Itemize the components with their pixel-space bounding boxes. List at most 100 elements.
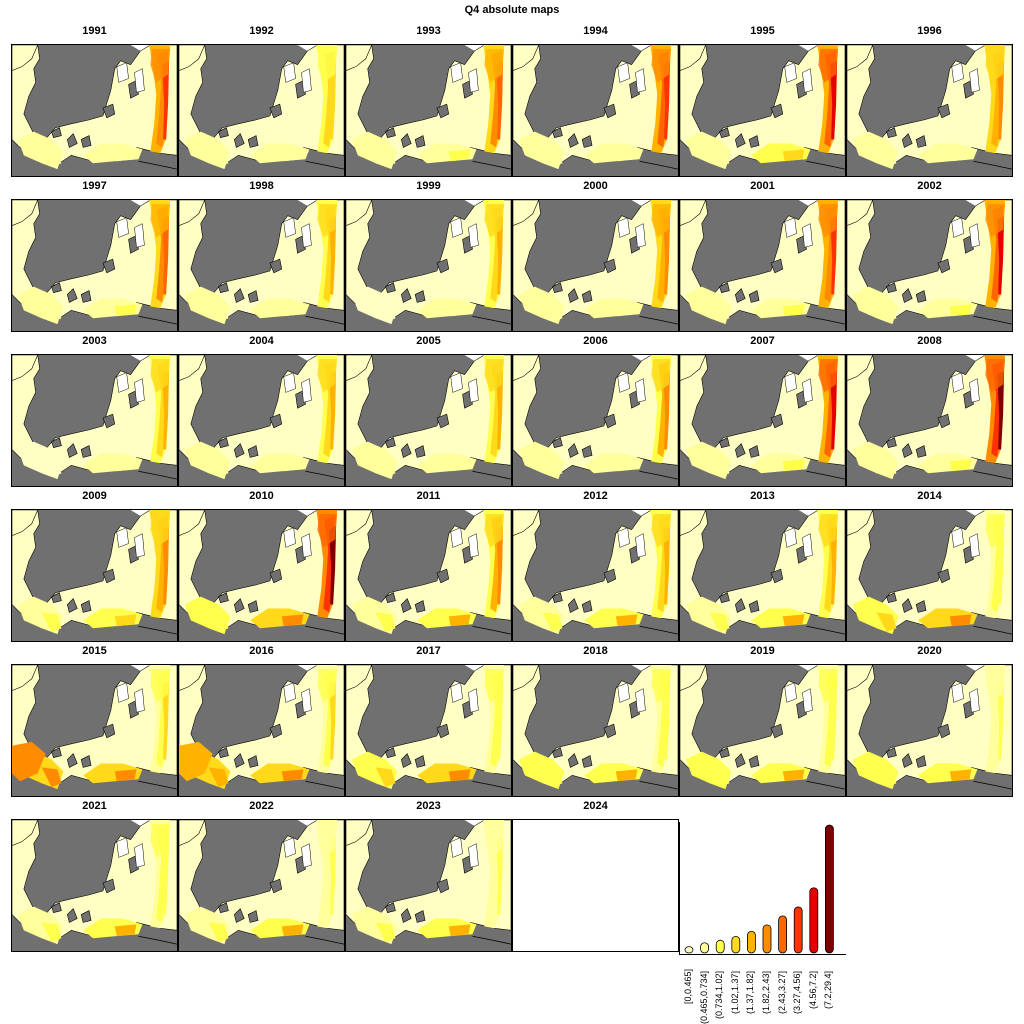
island [436, 413, 450, 429]
panel-title-2024: 2024 [583, 800, 608, 812]
island [735, 753, 746, 768]
island [915, 755, 927, 768]
legend-label-5: (1.82,2.43] [761, 971, 771, 1015]
north-east-density [484, 823, 505, 858]
island [719, 127, 730, 138]
map-svg-2008 [847, 355, 1012, 486]
inland-hole [617, 372, 630, 393]
coastline [513, 665, 539, 691]
inland-hole [116, 372, 129, 393]
panel-title-2008: 2008 [917, 335, 942, 347]
west-peak [876, 302, 897, 323]
map-panel-2017 [345, 664, 512, 797]
coastline [179, 820, 205, 846]
island [51, 437, 62, 448]
inland-hole [301, 68, 312, 93]
east-coast-density-peak [329, 525, 337, 605]
south-coast-peak [281, 459, 304, 472]
island [80, 290, 92, 303]
island [719, 592, 730, 603]
panel-title-1996: 1996 [917, 25, 942, 37]
island [234, 288, 245, 303]
inland-hole [635, 688, 646, 713]
legend-label-2: (0.734,1.02] [714, 971, 725, 1020]
island [385, 592, 396, 603]
south-coast-peak [615, 459, 638, 472]
west-peak [41, 612, 62, 633]
island [436, 723, 450, 739]
south-coast-peak [281, 614, 304, 627]
island [770, 723, 784, 739]
inland-hole [468, 688, 479, 713]
inland-hole [134, 68, 145, 93]
panel-title-2000: 2000 [583, 180, 608, 192]
island [735, 443, 746, 458]
north-east-density [985, 668, 1006, 703]
south-coast-peak [949, 769, 972, 782]
inland-hole [784, 372, 797, 393]
legend-label-8: (4.56,7.2] [807, 970, 818, 1009]
island [67, 288, 78, 303]
inland-hole [802, 533, 813, 558]
east-coast-density-peak [496, 60, 504, 140]
inland-hole [468, 533, 479, 558]
south-coast-peak [448, 924, 471, 937]
island [234, 753, 245, 768]
coastline [847, 665, 873, 691]
south-coast-peak [615, 769, 638, 782]
border-line [472, 780, 511, 790]
south-coast-peak [448, 304, 471, 317]
map-panel-2011 [345, 509, 512, 642]
map-svg-1994 [513, 45, 678, 176]
map-panel-2000 [512, 199, 679, 332]
map-panel-2009 [11, 509, 178, 642]
island [102, 568, 116, 584]
inland-hole [969, 223, 980, 248]
map-panel-2023 [345, 819, 512, 952]
border-line [973, 470, 1012, 480]
west-peak [542, 147, 563, 168]
island [937, 258, 951, 274]
north-east-density [818, 668, 839, 703]
island [748, 600, 760, 613]
east-coast-density-peak [162, 835, 170, 915]
east-coast-density-peak [329, 215, 337, 295]
legend-bar-chart [679, 822, 846, 955]
north-east-density [484, 48, 505, 83]
east-coast-density-peak [162, 60, 170, 140]
west-peak [41, 457, 62, 478]
panel-title-1994: 1994 [583, 25, 608, 37]
north-east-density [317, 823, 338, 858]
east-coast-density-peak [997, 525, 1005, 605]
island [902, 753, 913, 768]
coastline [179, 200, 205, 226]
coastline [847, 200, 873, 226]
island [80, 600, 92, 613]
east-coast-density-peak [496, 835, 504, 915]
coastline [179, 355, 205, 381]
island [770, 258, 784, 274]
map-panel-2021 [11, 819, 178, 952]
map-svg-2015 [12, 665, 177, 796]
island [401, 133, 412, 148]
west-peak [208, 767, 229, 788]
inland-hole [951, 527, 964, 548]
south-coast-peak [114, 304, 137, 317]
east-coast-density-peak [162, 680, 170, 760]
east-coast-density-peak [997, 370, 1005, 450]
east-coast-density-peak [162, 215, 170, 295]
island [414, 290, 426, 303]
east-coast-density-peak [162, 525, 170, 605]
border-line [138, 935, 177, 945]
island [234, 133, 245, 148]
south-coast-peak [448, 769, 471, 782]
inland-hole [635, 223, 646, 248]
panel-title-2013: 2013 [750, 490, 775, 502]
east-coast-density-peak [496, 370, 504, 450]
island [269, 258, 283, 274]
island [218, 437, 229, 448]
inland-hole [301, 223, 312, 248]
panel-title-2009: 2009 [82, 490, 107, 502]
legend-bar-6 [778, 915, 787, 954]
